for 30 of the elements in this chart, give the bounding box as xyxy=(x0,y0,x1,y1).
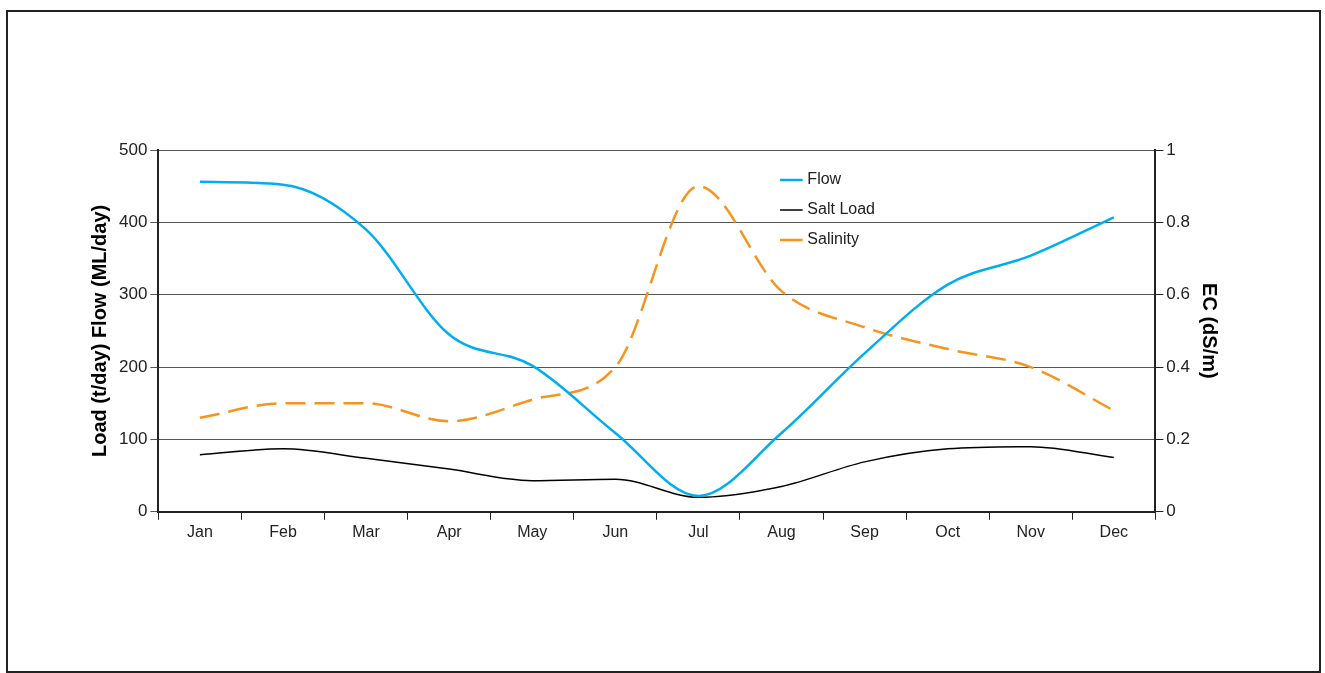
y2-axis-title: EC (dS/m) xyxy=(1199,283,1222,379)
x-tick-label: Jan xyxy=(187,522,213,540)
y-tick-label: 400 xyxy=(118,212,148,232)
legend-label: Flow xyxy=(807,170,842,188)
y2-tick-label: 0.8 xyxy=(1166,212,1191,232)
x-tick-label: Sep xyxy=(850,522,879,540)
x-tick-label: Mar xyxy=(352,522,381,540)
y-tick-label: 200 xyxy=(118,356,148,376)
legend-label: Salt Load xyxy=(807,200,875,218)
y-tick-label: 500 xyxy=(118,139,148,159)
x-tick-label: Feb xyxy=(269,522,297,540)
y-tick-label: 300 xyxy=(118,284,148,304)
y2-tick-label: 0.2 xyxy=(1166,429,1191,449)
x-tick-label: Oct xyxy=(935,522,961,540)
y-tick-label: 100 xyxy=(118,429,148,449)
y2-tick-label: 0.4 xyxy=(1166,356,1191,376)
legend-label: Salinity xyxy=(807,230,859,248)
y2-tick-label: 0.6 xyxy=(1166,284,1191,304)
y-axis-title: Load (t/day) Flow (ML/day) xyxy=(87,204,110,458)
x-tick-label: Aug xyxy=(767,522,796,540)
y2-tick-label: 0 xyxy=(1166,501,1176,521)
x-tick-label: Jul xyxy=(688,522,709,540)
x-tick-label: May xyxy=(517,522,548,540)
y2-tick-label: 1 xyxy=(1166,139,1176,159)
x-tick-label: Nov xyxy=(1016,522,1045,540)
x-tick-label: Apr xyxy=(436,522,463,540)
x-tick-label: Dec xyxy=(1099,522,1129,540)
line-series xyxy=(199,445,1115,499)
y-tick-label: 0 xyxy=(137,501,148,521)
x-tick-label: Jun xyxy=(602,522,629,540)
